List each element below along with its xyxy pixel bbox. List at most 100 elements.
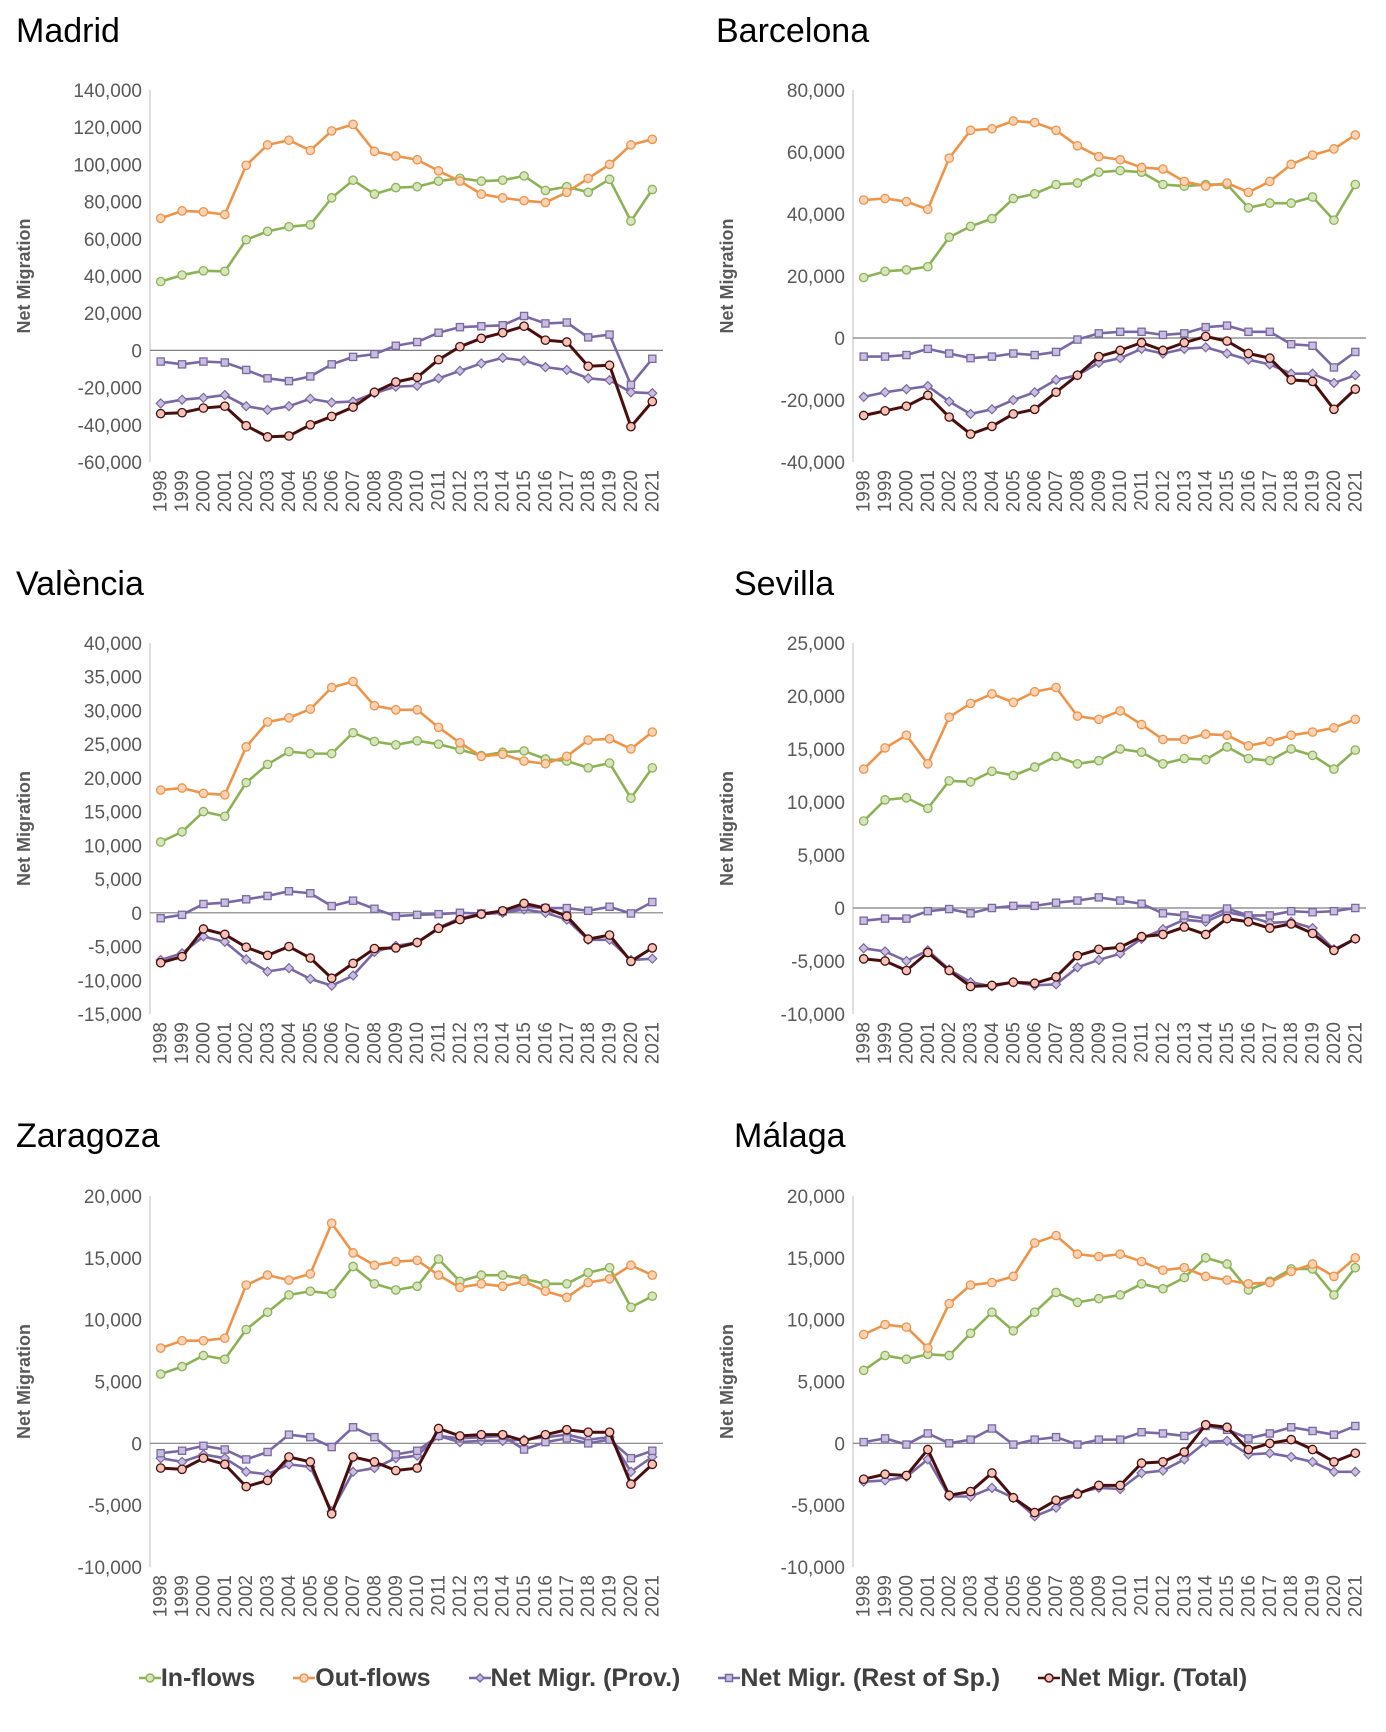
- data-point: [305, 748, 316, 759]
- data-point: [1051, 1432, 1061, 1442]
- data-point: [370, 349, 379, 359]
- data-point: [1286, 1423, 1296, 1432]
- data-point: [262, 717, 273, 727]
- x-tick-label: 2003: [258, 1575, 279, 1617]
- series-line: [862, 745, 1357, 823]
- data-point: [1264, 736, 1275, 747]
- data-point: [198, 1335, 209, 1346]
- y-tick-label: 15,000: [787, 740, 845, 761]
- data-point: [1329, 144, 1339, 154]
- data-point: [519, 195, 529, 206]
- diamond-marker-line-icon: [468, 1672, 491, 1684]
- data-point: [1329, 764, 1339, 774]
- x-tick-label: 2019: [1303, 470, 1324, 512]
- data-point: [1115, 1435, 1125, 1444]
- data-point: [199, 899, 208, 909]
- x-tick-label: 1999: [875, 1022, 896, 1064]
- data-point: [219, 929, 230, 940]
- data-point: [220, 358, 230, 367]
- series-total: [155, 898, 658, 984]
- data-point: [347, 1466, 359, 1478]
- data-point: [1051, 1287, 1061, 1298]
- data-point: [965, 698, 976, 709]
- data-point: [412, 735, 423, 746]
- data-point: [348, 896, 358, 905]
- x-tick-label: 2005: [300, 1022, 321, 1064]
- data-point: [987, 980, 997, 991]
- data-point: [583, 1439, 593, 1448]
- data-point: [1308, 341, 1317, 350]
- data-point: [219, 1459, 230, 1470]
- x-tick-label: 2004: [279, 470, 300, 513]
- x-tick-label: 1999: [172, 1575, 193, 1617]
- data-point: [987, 352, 997, 361]
- data-point: [562, 903, 572, 913]
- data-point: [1093, 151, 1104, 162]
- y-tick-label: 0: [834, 899, 845, 920]
- series-in: [858, 1252, 1361, 1376]
- data-point: [348, 1248, 358, 1258]
- data-point: [326, 397, 338, 408]
- data-point: [1264, 1438, 1275, 1449]
- data-point: [1158, 734, 1168, 745]
- x-tick-label: 2016: [1238, 1575, 1259, 1617]
- series-line: [863, 896, 1356, 923]
- data-point: [1158, 1283, 1168, 1294]
- data-point: [859, 352, 868, 361]
- data-point: [1329, 404, 1339, 415]
- data-point: [1222, 1259, 1232, 1269]
- data-point: [965, 408, 976, 420]
- series-in: [155, 1254, 658, 1379]
- data-point: [966, 1435, 975, 1444]
- data-point: [626, 216, 636, 226]
- data-point: [858, 272, 869, 283]
- x-tick-label: 1998: [151, 1022, 172, 1064]
- y-tick-label: 40,000: [84, 634, 142, 655]
- data-point: [1072, 758, 1083, 769]
- data-point: [626, 744, 636, 754]
- data-point: [263, 1447, 272, 1457]
- data-point: [177, 1464, 187, 1475]
- data-point: [858, 195, 869, 205]
- x-tick-label: 1998: [854, 1022, 875, 1064]
- data-point: [390, 943, 401, 953]
- data-point: [965, 429, 976, 439]
- x-tick-label: 2012: [1153, 1022, 1174, 1064]
- data-point: [965, 221, 976, 232]
- y-tick-label: -40,000: [78, 416, 142, 437]
- series-line: [160, 908, 653, 987]
- data-point: [1329, 1457, 1339, 1467]
- data-point: [944, 965, 955, 976]
- x-tick-label: 2011: [429, 470, 450, 511]
- data-point: [1179, 922, 1190, 932]
- data-point: [1115, 896, 1125, 905]
- data-point: [1051, 387, 1061, 398]
- data-point: [476, 1270, 487, 1280]
- data-point: [519, 746, 529, 756]
- series-rest: [859, 1421, 1360, 1449]
- data-point: [1029, 189, 1040, 199]
- data-point: [1350, 384, 1361, 394]
- data-point: [1158, 758, 1168, 769]
- data-point: [348, 1261, 358, 1272]
- data-point: [1243, 740, 1254, 751]
- y-tick-label: 20,000: [84, 304, 142, 325]
- x-tick-label: 2020: [1324, 1575, 1345, 1617]
- data-point: [455, 737, 465, 748]
- x-tick-label: 2018: [578, 1022, 599, 1064]
- data-point: [1115, 1480, 1126, 1491]
- data-point: [625, 1466, 637, 1478]
- data-point: [156, 1448, 165, 1458]
- data-point: [518, 355, 530, 366]
- data-point: [369, 1457, 380, 1467]
- data-point: [541, 319, 550, 328]
- data-point: [326, 1218, 337, 1229]
- x-tick-label: 2001: [918, 1022, 939, 1064]
- data-point: [1157, 1465, 1169, 1476]
- y-tick-label: -10,000: [78, 971, 142, 992]
- series-line: [160, 123, 653, 220]
- data-point: [541, 1437, 550, 1447]
- data-point: [858, 1365, 869, 1376]
- data-point: [412, 181, 423, 192]
- data-point: [155, 213, 166, 224]
